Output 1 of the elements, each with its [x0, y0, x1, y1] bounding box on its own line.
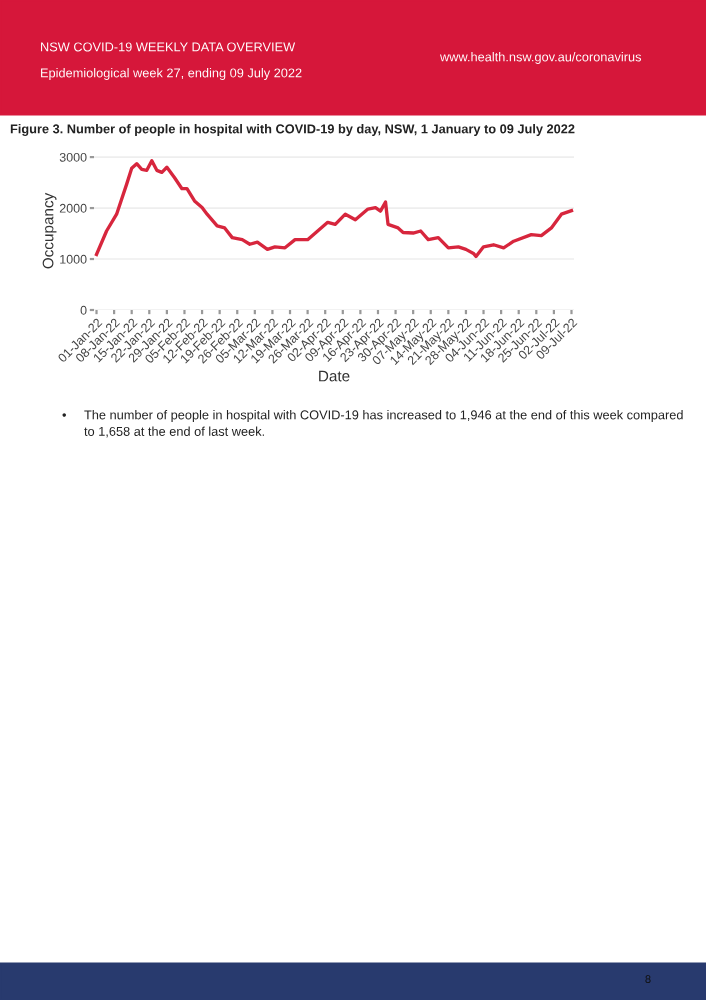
line-series — [94, 158, 574, 259]
